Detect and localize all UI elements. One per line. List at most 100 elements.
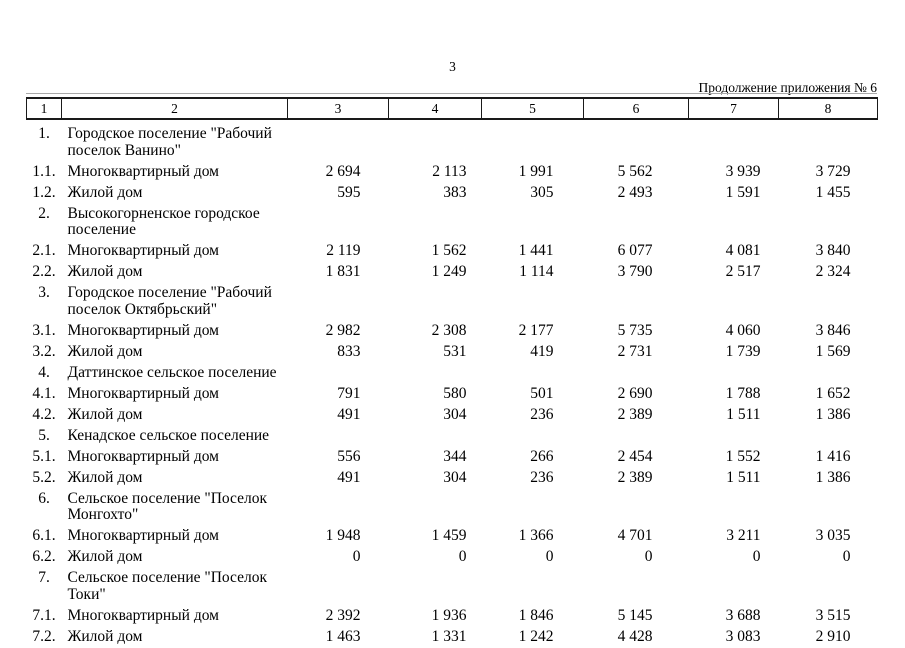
cell-value: 3 846	[815, 321, 851, 339]
section-row: 1. Городское поселение "Рабочий поселок В…	[27, 119, 878, 162]
cell-value: 3 035	[815, 527, 851, 544]
row-name: Многоквартирный дом	[67, 527, 219, 544]
cell-value: 1 991	[518, 162, 554, 180]
cell-value	[288, 489, 389, 527]
row-number: 6.2.	[32, 548, 56, 565]
row-number: 6.	[38, 489, 50, 507]
row-name: Городское поселение "Рабочий поселок Окт…	[67, 284, 272, 318]
row-name: Жилой дом	[67, 263, 143, 280]
cell-value: 304	[443, 468, 467, 486]
row-number: 7.1.	[32, 606, 56, 624]
header-col-4: 4	[388, 97, 482, 120]
cell-value	[288, 363, 389, 384]
cell-value	[584, 363, 689, 384]
row-number: 2.	[38, 204, 50, 222]
cell-value	[482, 568, 584, 606]
cell-value	[689, 283, 779, 321]
cell-value	[689, 363, 779, 384]
cell-value: 0	[458, 548, 467, 565]
table-row: 7.2. Жилой дом 1 463 1 331 1 242 4 428 3 083 2 …	[27, 627, 878, 648]
cell-value: 2 389	[617, 405, 653, 423]
cell-value	[584, 426, 689, 447]
table-row: 2.2. Жилой дом 1 831 1 249 1 114 3 790 2 517 2 …	[27, 262, 878, 283]
cell-value	[482, 489, 584, 527]
row-number: 1.2.	[32, 183, 56, 201]
cell-value	[482, 283, 584, 321]
cell-value: 2 694	[325, 162, 361, 180]
cell-value: 1 386	[815, 468, 851, 486]
cell-value: 2 690	[617, 384, 653, 402]
cell-value: 0	[752, 548, 761, 565]
cell-value: 344	[443, 447, 467, 465]
header-col-1: 1	[26, 97, 62, 120]
page-number: 3	[449, 59, 456, 74]
table-row: 6.2. Жилой дом 0 0 0 0 0 0	[27, 547, 878, 568]
cell-value: 1 455	[815, 183, 851, 201]
cell-value: 1 114	[519, 263, 554, 280]
header-col-7: 7	[688, 97, 779, 120]
cell-value: 1 936	[431, 606, 467, 624]
cell-value: 304	[443, 405, 467, 423]
cell-value: 1 948	[325, 527, 361, 544]
row-number: 2.1.	[32, 242, 56, 259]
cell-value	[779, 204, 878, 242]
table-row: 3.2. Жилой дом 833 531 419 2 731 1 739 1 569	[27, 342, 878, 363]
cell-value	[389, 119, 482, 162]
table-row: 3.1. Многоквартирный дом 2 982 2 308 2 177 5 …	[27, 321, 878, 342]
row-name: Жилой дом	[67, 627, 143, 645]
table-row: 6.1. Многоквартирный дом 1 948 1 459 1 366 4 …	[27, 526, 878, 547]
cell-value: 1 242	[518, 627, 554, 645]
cell-value	[288, 426, 389, 447]
cell-value: 833	[337, 342, 361, 360]
cell-value: 5 145	[617, 606, 653, 624]
section-row: 5. Кенадское сельское поселение	[27, 426, 878, 447]
cell-value: 1 562	[431, 242, 467, 259]
cell-value: 236	[530, 405, 554, 423]
row-number: 5.1.	[32, 447, 56, 465]
cell-value: 1 846	[518, 606, 554, 624]
cell-value: 2 392	[325, 606, 361, 624]
row-number: 4.1.	[32, 384, 56, 402]
row-name: Кенадское сельское поселение	[67, 426, 270, 444]
section-row: 3. Городское поселение "Рабочий поселок О…	[27, 283, 878, 321]
cell-value	[779, 489, 878, 527]
cell-value: 1 366	[518, 527, 554, 544]
cell-value: 1 511	[726, 405, 761, 423]
cell-value: 4 081	[725, 242, 761, 259]
cell-value: 1 331	[431, 627, 467, 645]
cell-value	[389, 363, 482, 384]
row-name: Городское поселение "Рабочий поселок Ван…	[67, 125, 272, 159]
section-row: 6. Сельское поселение "Поселок Монгохто"	[27, 489, 878, 527]
cell-value: 1 569	[815, 342, 851, 360]
header-col-5: 5	[481, 97, 584, 120]
cell-value: 2 119	[326, 242, 361, 259]
row-name: Многоквартирный дом	[67, 321, 219, 339]
table-row: 2.1. Многоквартирный дом 2 119 1 562 1 441 6 …	[27, 241, 878, 262]
cell-value: 2 389	[617, 468, 653, 486]
cell-value: 1 459	[431, 527, 467, 544]
row-number: 4.	[38, 363, 50, 381]
cell-value	[584, 204, 689, 242]
row-name: Жилой дом	[67, 183, 143, 201]
cell-value	[689, 489, 779, 527]
section-row: 7. Сельское поселение "Поселок Токи"	[27, 568, 878, 606]
table-outer-top-border	[26, 93, 877, 94]
cell-value	[779, 283, 878, 321]
header-col-8: 8	[778, 97, 878, 120]
cell-value: 2 454	[617, 447, 653, 465]
cell-value: 6 077	[617, 242, 653, 259]
row-number: 2.2.	[32, 263, 56, 280]
row-name: Жилой дом	[67, 468, 143, 486]
cell-value: 419	[530, 342, 554, 360]
cell-value: 3 790	[617, 263, 653, 280]
cell-value	[584, 119, 689, 162]
cell-value: 0	[352, 548, 361, 565]
cell-value: 3 840	[815, 242, 851, 259]
cell-value: 5 562	[617, 162, 653, 180]
cell-value	[779, 119, 878, 162]
cell-value	[482, 363, 584, 384]
cell-value	[389, 568, 482, 606]
row-name: Даттинское сельское поселение	[67, 363, 277, 381]
cell-value: 5 735	[617, 321, 653, 339]
cell-value: 2 731	[617, 342, 653, 360]
